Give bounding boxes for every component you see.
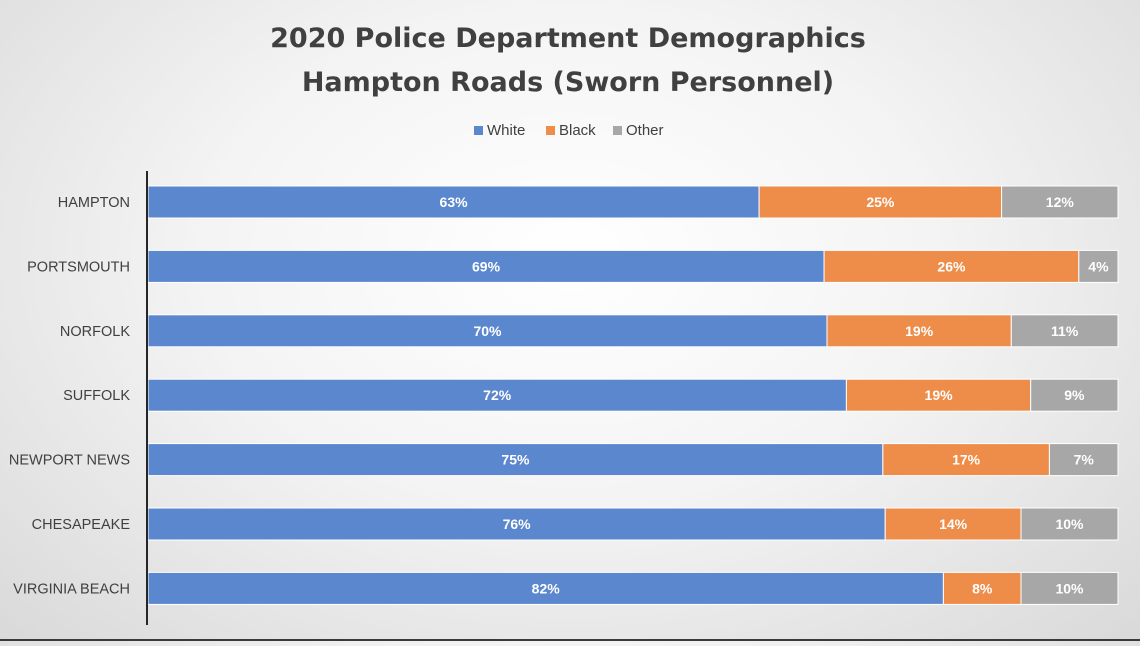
legend-swatch-other bbox=[613, 126, 622, 135]
bar-segment-black bbox=[942, 571, 1022, 605]
data-label: 9% bbox=[1064, 387, 1085, 403]
category-label: HAMPTON bbox=[58, 195, 130, 211]
legend-swatch-black bbox=[546, 126, 555, 135]
data-label: 14% bbox=[939, 516, 968, 532]
data-label: 17% bbox=[952, 452, 981, 468]
data-label: 8% bbox=[972, 580, 993, 596]
data-label: 69% bbox=[472, 258, 501, 274]
bar-segment-black bbox=[826, 314, 1012, 348]
data-label: 26% bbox=[937, 258, 966, 274]
chart-title: 2020 Police Department Demographics bbox=[270, 23, 866, 54]
legend-swatch-white bbox=[474, 126, 483, 135]
category-labels: HAMPTON PORTSMOUTH NORFOLK SUFFOLK NEWPORT N… bbox=[9, 195, 130, 597]
data-label: 4% bbox=[1088, 258, 1109, 274]
data-label: 10% bbox=[1055, 580, 1084, 596]
bar-segment-other bbox=[1001, 185, 1119, 219]
chart-legend: White Black Other bbox=[474, 122, 664, 139]
bar-segment-white bbox=[147, 185, 760, 219]
bar-segment-black bbox=[758, 185, 1003, 219]
legend-label-other: Other bbox=[626, 122, 664, 139]
bar-segment-other bbox=[1048, 443, 1119, 477]
data-label: 82% bbox=[532, 580, 561, 596]
data-label: 75% bbox=[501, 452, 530, 468]
data-label: 72% bbox=[483, 387, 512, 403]
bar-segment-other bbox=[1020, 507, 1119, 541]
data-label: 11% bbox=[1051, 323, 1079, 339]
bar-segment-white bbox=[147, 378, 847, 412]
bar-segment-white bbox=[147, 571, 944, 605]
data-label: 70% bbox=[473, 323, 502, 339]
bars-group: 63% 25% 12% 69% 26% 4% 70% 19% 11% 72% 19% 9% 75% 17%… bbox=[147, 185, 1119, 605]
bar-segment-black bbox=[882, 443, 1050, 477]
bar-segment-other bbox=[1078, 249, 1119, 283]
category-label: NORFOLK bbox=[60, 324, 130, 340]
bar-segment-other bbox=[1010, 314, 1119, 348]
data-label: 25% bbox=[866, 194, 895, 210]
bar-segment-white bbox=[147, 443, 884, 477]
category-label: PORTSMOUTH bbox=[27, 259, 130, 275]
data-label: 19% bbox=[905, 323, 934, 339]
bar-segment-other bbox=[1020, 571, 1119, 605]
category-label: CHESAPEAKE bbox=[32, 517, 131, 533]
category-label: NEWPORT NEWS bbox=[9, 453, 130, 469]
data-label: 76% bbox=[503, 516, 532, 532]
bar-segment-white bbox=[147, 314, 828, 348]
data-label: 63% bbox=[440, 194, 469, 210]
bar-segment-other bbox=[1030, 378, 1119, 412]
data-label: 10% bbox=[1055, 516, 1084, 532]
data-label: 19% bbox=[925, 387, 954, 403]
chart-subtitle: Hampton Roads (Sworn Personnel) bbox=[302, 67, 834, 98]
bar-segment-black bbox=[884, 507, 1022, 541]
legend-label-black: Black bbox=[559, 122, 596, 139]
legend-label-white: White bbox=[487, 122, 525, 139]
category-label: SUFFOLK bbox=[63, 388, 130, 404]
bar-segment-black bbox=[823, 249, 1080, 283]
data-label: 12% bbox=[1046, 194, 1075, 210]
bottom-border bbox=[0, 639, 1140, 641]
data-label: 7% bbox=[1074, 452, 1095, 468]
category-label: VIRGINIA BEACH bbox=[13, 581, 130, 597]
